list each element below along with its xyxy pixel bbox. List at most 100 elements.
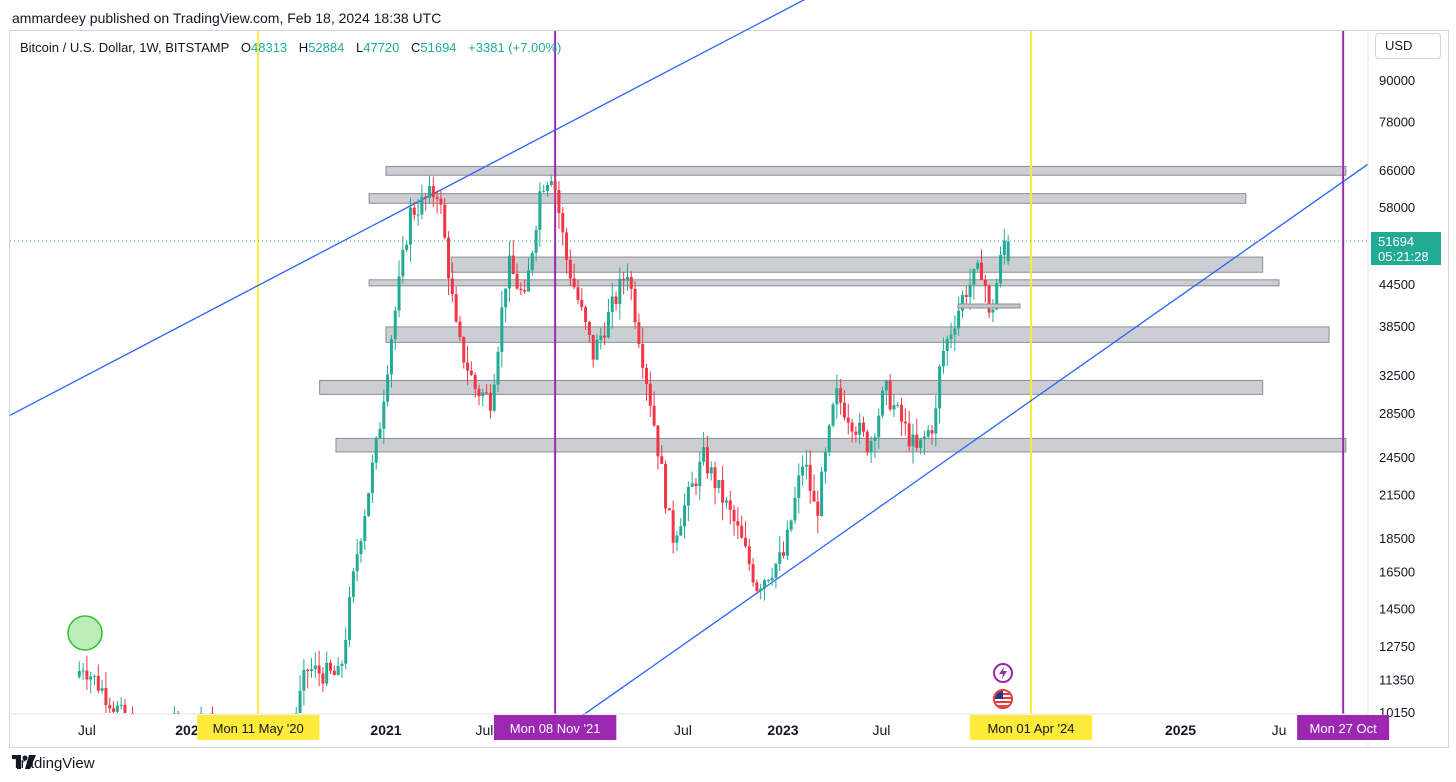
chart-frame xyxy=(9,30,1449,748)
candle-body xyxy=(389,339,393,375)
y-tick-label: 44500 xyxy=(1379,277,1415,292)
ohlc-legend: Bitcoin / U.S. Dollar, 1W, BITSTAMP O483… xyxy=(20,40,561,55)
candle-body xyxy=(96,675,100,691)
candle-body xyxy=(515,273,519,289)
candle-body xyxy=(709,467,713,474)
candle-body xyxy=(572,278,576,288)
candle-body xyxy=(576,287,580,301)
candle-body xyxy=(332,670,336,675)
last-price-tag: 51694 05:21:28 xyxy=(1371,232,1441,265)
support-resistance-zone xyxy=(450,256,1264,273)
candle-body xyxy=(945,338,949,351)
y-tick-label: 12750 xyxy=(1379,639,1415,654)
open-value: 48313 xyxy=(251,40,288,55)
candle-body xyxy=(595,339,599,360)
currency-button[interactable]: USD xyxy=(1375,33,1441,59)
candle-body xyxy=(717,479,721,488)
candle-body xyxy=(622,278,626,281)
candle-body xyxy=(119,704,123,706)
candle-body xyxy=(546,184,550,191)
support-resistance-zone xyxy=(385,326,1330,343)
candle-body xyxy=(89,676,93,680)
candle-body xyxy=(370,462,374,494)
candle-body xyxy=(686,486,690,506)
x-tick-label: 2023 xyxy=(767,722,798,738)
candle-body xyxy=(877,415,881,438)
candle-body xyxy=(549,181,553,185)
candle-body xyxy=(664,463,668,509)
candle-body xyxy=(408,207,412,245)
x-tick-label: 2021 xyxy=(370,722,401,738)
support-resistance-zone xyxy=(368,193,1247,204)
vertical-marker-label-bg xyxy=(493,715,617,740)
support-resistance-zone xyxy=(335,437,1347,453)
candle-body xyxy=(519,288,523,290)
low-label: L xyxy=(355,40,364,55)
candle-body xyxy=(603,335,607,338)
candle-body xyxy=(538,191,542,230)
y-tick-label: 21500 xyxy=(1379,488,1415,503)
candle-body xyxy=(873,437,877,442)
candle-body xyxy=(896,404,900,406)
candle-body xyxy=(705,447,709,474)
candle-body xyxy=(610,296,614,312)
candle-body xyxy=(561,213,565,233)
us-flag-icon[interactable] xyxy=(993,689,1013,709)
candle-body xyxy=(637,322,641,345)
candle-body xyxy=(922,436,926,440)
candle-body xyxy=(797,475,801,498)
candle-body xyxy=(302,669,306,691)
candle-body xyxy=(976,262,980,269)
candle-body xyxy=(907,423,911,447)
candle-body xyxy=(416,214,420,216)
candle-body xyxy=(329,662,333,671)
candle-body xyxy=(694,483,698,487)
candle-body xyxy=(911,434,915,447)
candle-body xyxy=(565,232,569,260)
candle-body xyxy=(488,392,492,411)
candle-body xyxy=(968,284,972,297)
candle-body xyxy=(949,334,953,339)
y-tick-label: 18500 xyxy=(1379,531,1415,546)
candle-body xyxy=(991,309,995,313)
candle-body xyxy=(915,434,919,448)
high-value: 52884 xyxy=(308,40,345,55)
candle-body xyxy=(614,296,618,304)
candle-body xyxy=(325,662,329,684)
candle-body xyxy=(675,535,679,543)
x-tick-label: 202 xyxy=(175,722,199,738)
candle-body xyxy=(469,370,473,375)
candle-body xyxy=(526,270,530,292)
candle-body xyxy=(443,204,447,238)
candle-body xyxy=(123,704,127,713)
candle-body xyxy=(816,501,820,516)
candle-body xyxy=(759,588,763,591)
upper-trendline xyxy=(9,0,806,416)
candle-body xyxy=(713,467,717,488)
candle-body xyxy=(732,509,736,522)
candle-body xyxy=(374,437,378,463)
candle-body xyxy=(903,421,907,424)
candle-body xyxy=(584,307,588,322)
candle-body xyxy=(888,381,892,410)
candle-body xyxy=(378,428,382,438)
candle-body xyxy=(823,452,827,472)
candle-body xyxy=(412,207,416,215)
candle-body xyxy=(393,310,397,340)
candle-body xyxy=(938,366,942,409)
vertical-marker-label: Mon 08 Nov '21 xyxy=(510,721,601,736)
y-tick-label: 11350 xyxy=(1379,673,1414,688)
candle-body xyxy=(458,321,462,338)
candle-body xyxy=(648,383,652,406)
candle-body xyxy=(348,596,352,640)
open-label: O xyxy=(240,40,252,55)
candle-body xyxy=(435,197,439,199)
close-value: 51694 xyxy=(420,40,457,55)
lightning-icon[interactable] xyxy=(993,663,1013,683)
candle-body xyxy=(93,675,97,677)
low-value: 47720 xyxy=(363,40,400,55)
candle-body xyxy=(1006,241,1010,262)
candle-body xyxy=(869,441,873,453)
candle-body xyxy=(428,186,432,198)
